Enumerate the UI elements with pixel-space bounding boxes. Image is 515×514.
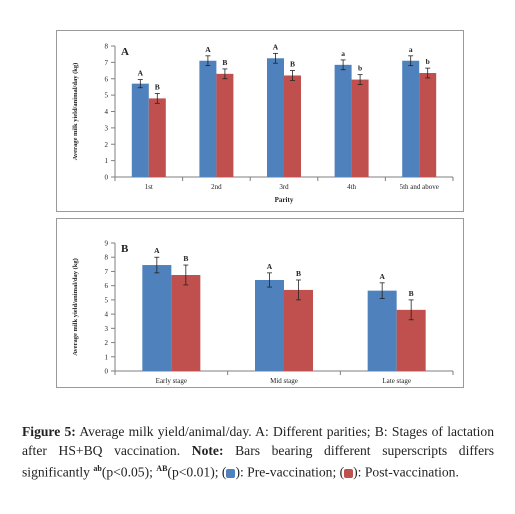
x-tick-label: Early stage <box>156 377 187 385</box>
caption-note-label: Note: <box>191 442 224 458</box>
y-tick-label: 1 <box>105 353 109 361</box>
bar <box>419 73 437 177</box>
y-tick-label: 2 <box>105 339 109 347</box>
chart-a-svg: 0 1 2 3 4 5 6 7 8 A B 1st A B 2nd A B 3rd a b 4th a b 5th and a… <box>72 42 454 204</box>
data-label: A <box>267 262 273 271</box>
y-tick-label: 7 <box>105 268 109 276</box>
x-tick-label: Mid stage <box>270 377 298 385</box>
y-axis-label: Average milk yield/animal/day (kg) <box>72 258 79 356</box>
y-tick-label: 3 <box>105 124 109 132</box>
chart-b-svg: 0 1 2 3 4 5 6 7 8 9 A B Early stage A B Mid stage A B Late… <box>72 240 454 385</box>
data-label: B <box>290 60 295 69</box>
data-label: A <box>273 42 279 51</box>
caption-mid: ): Pre-vaccination; ( <box>235 464 345 480</box>
pre-vaccination-swatch <box>226 468 236 478</box>
y-tick-label: 7 <box>105 59 109 67</box>
x-tick-label: 5th and above <box>400 183 439 191</box>
y-tick-label: 0 <box>105 174 109 182</box>
bar <box>142 265 172 371</box>
y-tick-label: 8 <box>105 43 109 51</box>
y-tick-label: 5 <box>105 92 109 100</box>
y-tick-label: 9 <box>105 240 109 248</box>
y-tick-label: 3 <box>105 325 109 333</box>
caption-text-1: Average milk yield/animal/day. A: Differ… <box>22 424 494 458</box>
chart-panel-b: 0 1 2 3 4 5 6 7 8 9 A B Early stage A B Mid stage A B Late… <box>56 218 464 388</box>
x-tick-label: Late stage <box>382 377 411 385</box>
bar <box>199 60 217 177</box>
caption-sup-1: ab <box>93 464 102 473</box>
bar <box>216 73 234 177</box>
y-tick-label: 8 <box>105 254 109 262</box>
post-vaccination-swatch <box>344 468 354 478</box>
y-tick-label: 6 <box>105 282 109 290</box>
x-tick-label: 1st <box>145 183 153 191</box>
data-label: B <box>183 254 188 263</box>
data-label: b <box>426 57 430 66</box>
bar <box>171 275 201 371</box>
data-label: B <box>222 58 227 67</box>
bar <box>284 289 313 371</box>
caption-p-2: (p<0.01); ( <box>167 464 227 480</box>
x-axis-label: Parity <box>275 196 294 204</box>
y-tick-label: 4 <box>105 311 109 319</box>
bar <box>148 98 166 177</box>
bar <box>131 83 149 177</box>
caption-sup-2: AB <box>156 464 168 473</box>
data-label: A <box>154 246 160 255</box>
data-label: b <box>358 64 362 73</box>
data-label: a <box>341 49 345 58</box>
bar <box>351 79 369 177</box>
caption-p-1: (p<0.05); <box>101 464 157 480</box>
y-tick-label: 4 <box>105 108 109 116</box>
x-tick-label: 3rd <box>279 183 289 191</box>
data-label: A <box>138 69 144 78</box>
bar <box>267 58 284 177</box>
bar <box>255 279 284 371</box>
data-label: A <box>379 272 385 281</box>
y-tick-label: 6 <box>105 75 109 83</box>
data-label: B <box>409 289 414 298</box>
y-tick-label: 2 <box>105 141 109 149</box>
bar <box>402 60 420 177</box>
y-tick-label: 0 <box>105 368 109 376</box>
x-tick-label: 4th <box>347 183 356 191</box>
data-label: A <box>205 45 211 54</box>
data-label: a <box>409 45 413 54</box>
caption-label: Figure 5: <box>22 424 76 439</box>
y-tick-label: 5 <box>105 296 109 304</box>
caption-text-2: Bars bearing different superscripts diff… <box>22 442 494 480</box>
panel-label: A <box>121 46 129 58</box>
caption-end: ): Post-vaccination. <box>353 464 459 480</box>
bar <box>284 75 301 177</box>
y-axis-label: Average milk yield/animal/day (kg) <box>72 63 79 161</box>
chart-panel-a: 0 1 2 3 4 5 6 7 8 A B 1st A B 2nd A B 3rd a b 4th a b 5th and a… <box>56 30 464 212</box>
y-tick-label: 1 <box>105 157 109 165</box>
panel-label: B <box>121 243 129 255</box>
figure-caption: Figure 5: Average milk yield/animal/day.… <box>22 423 494 482</box>
x-tick-label: 2nd <box>211 183 222 191</box>
bar <box>367 290 397 371</box>
data-label: B <box>296 269 301 278</box>
data-label: B <box>155 82 160 91</box>
bar <box>334 64 352 177</box>
